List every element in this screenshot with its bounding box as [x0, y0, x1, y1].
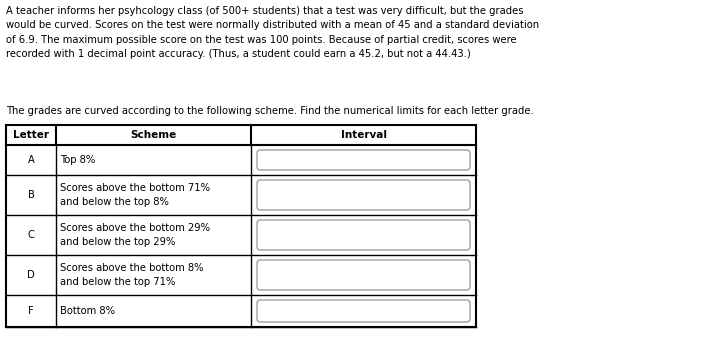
FancyBboxPatch shape [257, 220, 470, 250]
Text: The grades are curved according to the following scheme. Find the numerical limi: The grades are curved according to the f… [6, 106, 534, 116]
Text: Scores above the bottom 8%
and below the top 71%: Scores above the bottom 8% and below the… [60, 263, 203, 287]
FancyBboxPatch shape [257, 260, 470, 290]
Text: Letter: Letter [13, 130, 49, 140]
Text: Top 8%: Top 8% [60, 155, 95, 165]
Bar [6, 125, 476, 327]
Text: A teacher informs her psyhcology class (of 500+ students) that a test was very d: A teacher informs her psyhcology class (… [6, 6, 539, 59]
FancyBboxPatch shape [257, 300, 470, 322]
Text: B: B [27, 190, 35, 200]
Text: F: F [28, 306, 34, 316]
FancyBboxPatch shape [257, 150, 470, 170]
Text: Interval: Interval [341, 130, 387, 140]
FancyBboxPatch shape [257, 180, 470, 210]
Text: Scores above the bottom 71%
and below the top 8%: Scores above the bottom 71% and below th… [60, 183, 210, 207]
Text: Scheme: Scheme [130, 130, 176, 140]
Text: A: A [27, 155, 35, 165]
Text: Scores above the bottom 29%
and below the top 29%: Scores above the bottom 29% and below th… [60, 223, 210, 247]
Text: C: C [27, 230, 35, 240]
Text: D: D [27, 270, 35, 280]
Text: Bottom 8%: Bottom 8% [60, 306, 115, 316]
